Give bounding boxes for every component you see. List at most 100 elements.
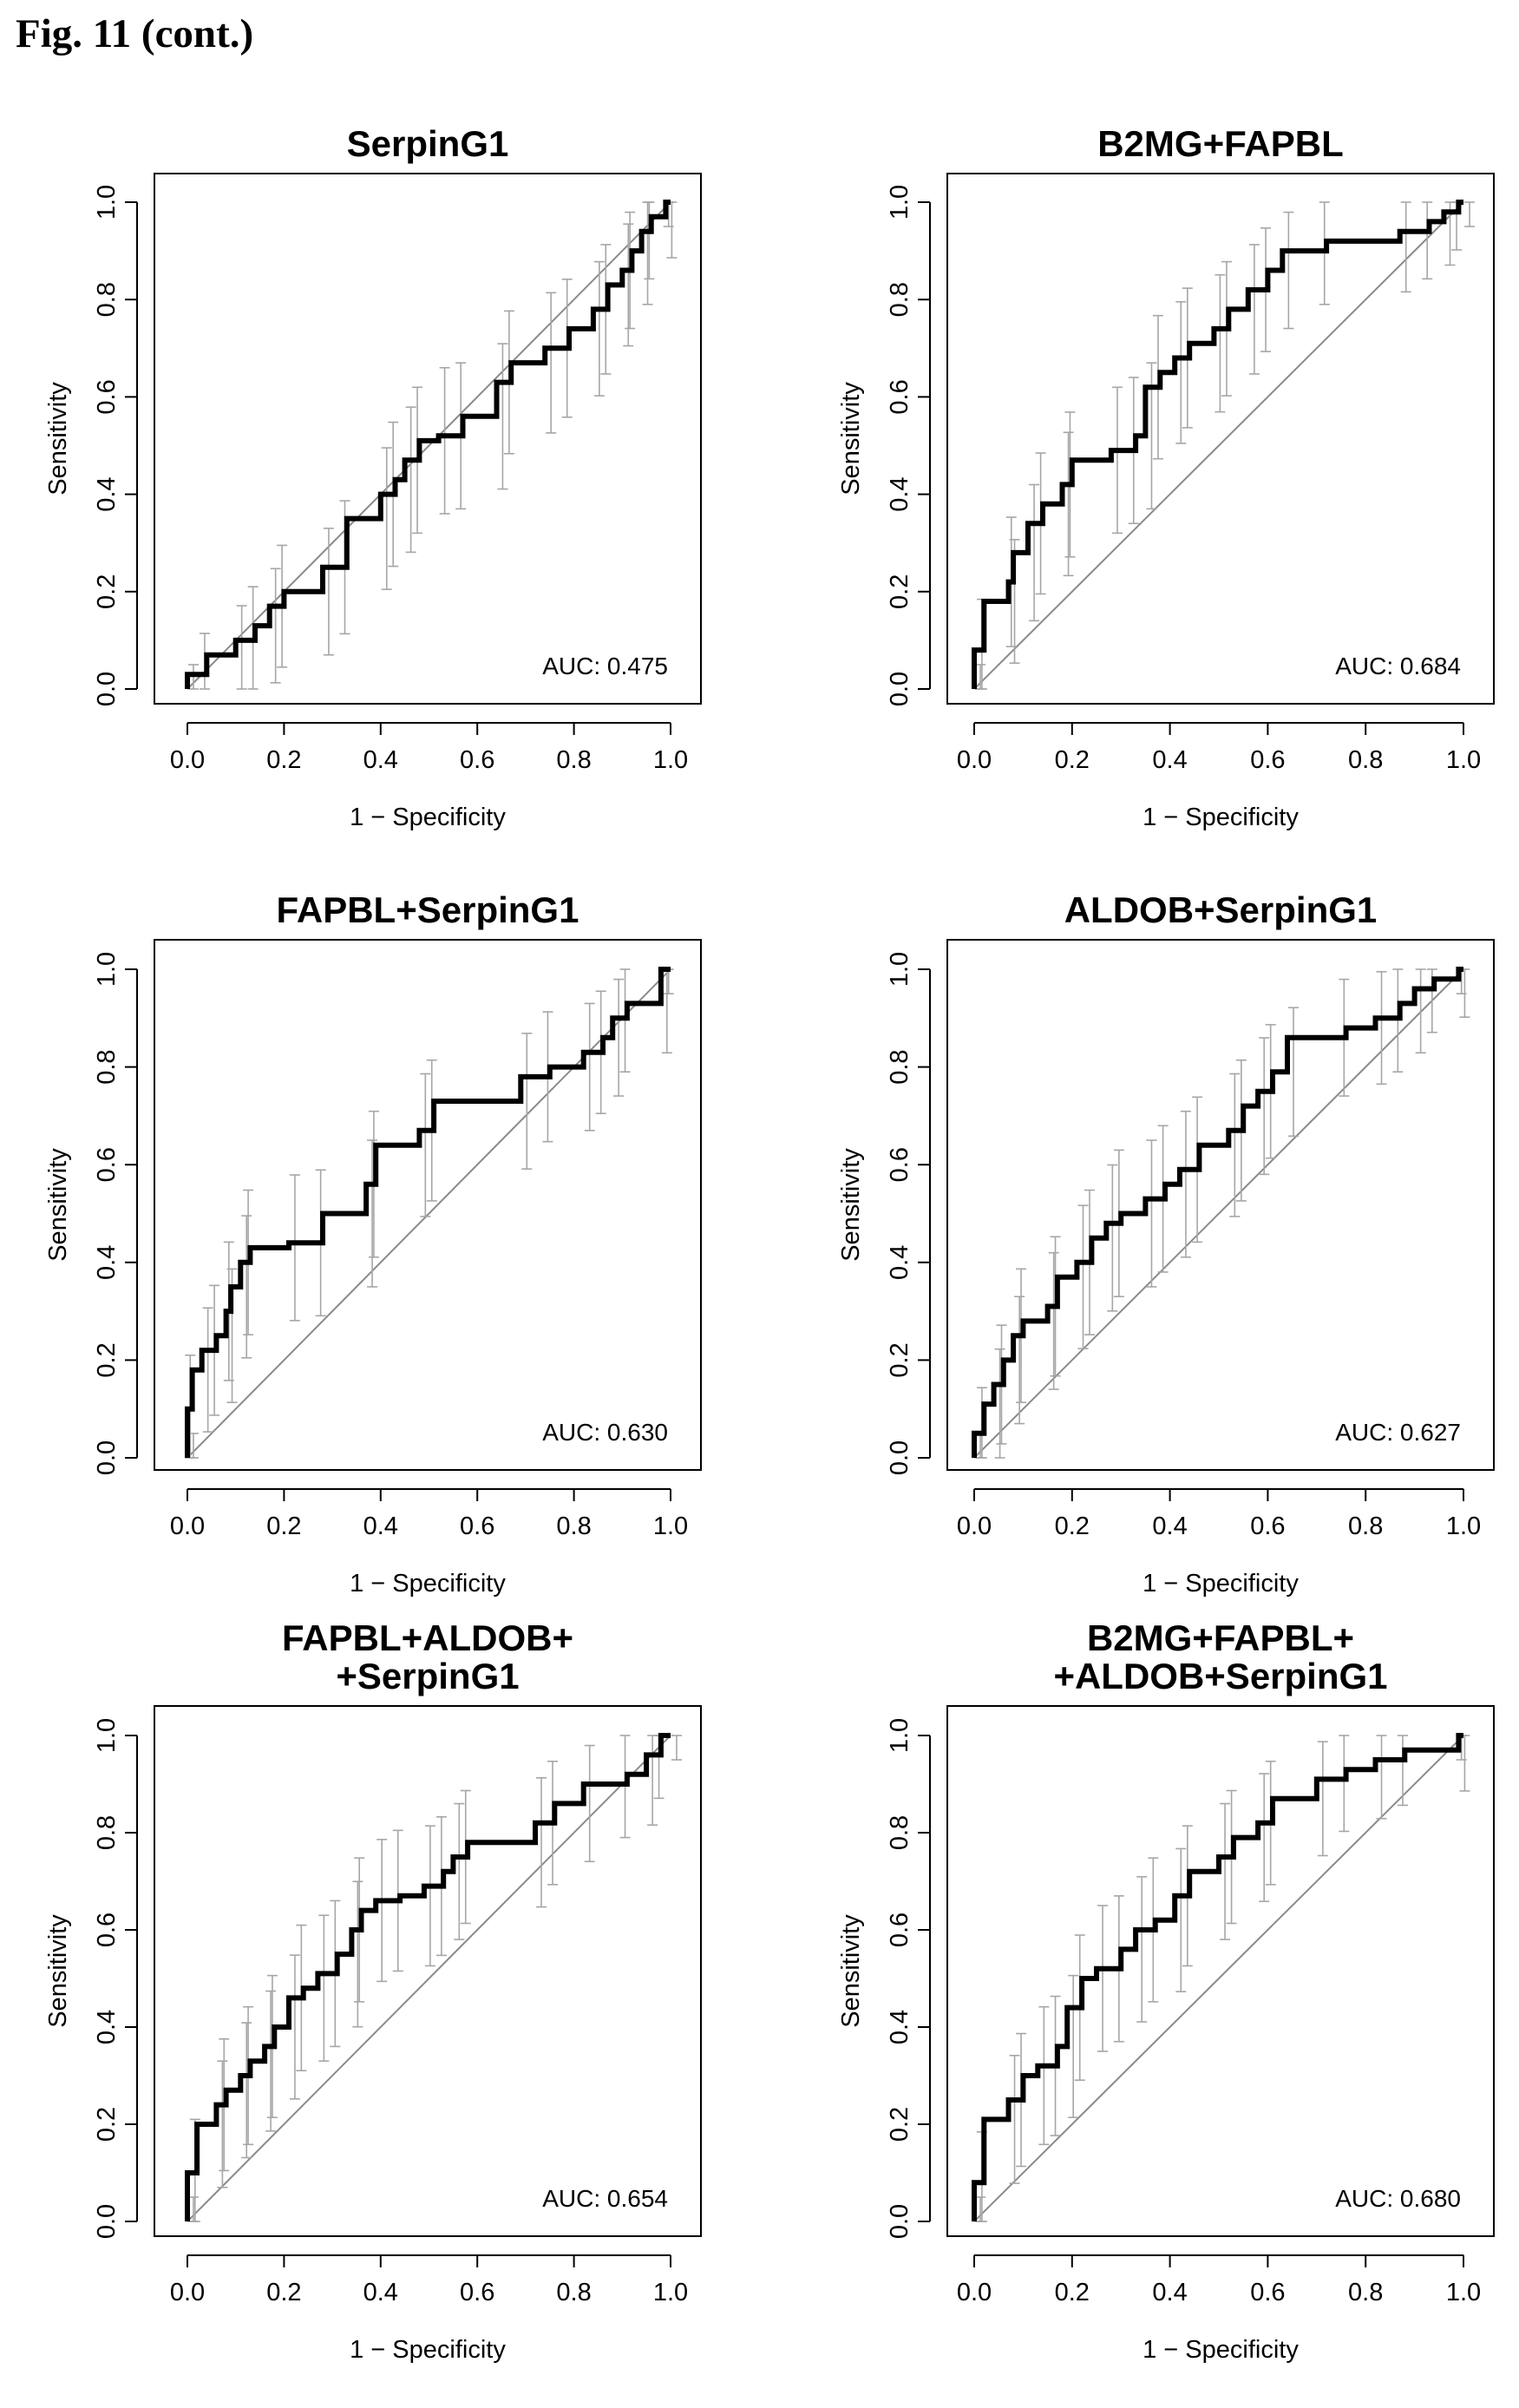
y-axis-label: Sensitivity — [837, 382, 865, 495]
x-tick-label: 0.8 — [556, 2279, 591, 2306]
x-tick-label: 0.8 — [1348, 2279, 1383, 2306]
roc-curve — [972, 1733, 1463, 2221]
y-tick-label: 1.0 — [886, 952, 913, 987]
x-tick-label: 0.8 — [556, 1512, 591, 1540]
x-tick-label: 1.0 — [653, 2279, 688, 2306]
auc-label: AUC: 0.630 — [542, 1419, 668, 1446]
chart-title: B2MG+FAPBL — [1097, 123, 1344, 164]
chart-title: SerpinG1 — [347, 123, 509, 164]
x-tick-label: 1.0 — [1446, 746, 1481, 774]
x-tick-label: 0.0 — [170, 1512, 205, 1540]
auc-label: AUC: 0.684 — [1335, 653, 1461, 679]
x-tick-label: 0.2 — [266, 1512, 301, 1540]
y-tick-label: 1.0 — [93, 952, 121, 987]
y-tick-label: 0.8 — [886, 1049, 913, 1084]
x-tick-label: 0.6 — [1250, 746, 1285, 774]
y-tick-label: 1.0 — [886, 1718, 913, 1753]
chance-diagonal — [187, 1735, 671, 2222]
x-tick-label: 0.2 — [1055, 1512, 1090, 1540]
x-axis-label: 1 − Specificity — [1143, 804, 1299, 831]
x-axis-label: 1 − Specificity — [350, 1570, 506, 1598]
x-tick-label: 0.6 — [460, 1512, 494, 1540]
x-tick-label: 0.4 — [1152, 1512, 1187, 1540]
y-tick-label: 0.8 — [886, 1815, 913, 1850]
x-tick-label: 0.2 — [266, 2279, 301, 2306]
x-tick-label: 0.6 — [1250, 1512, 1285, 1540]
chart-title: B2MG+FAPBL+ — [1087, 1617, 1354, 1658]
auc-label: AUC: 0.654 — [542, 2185, 668, 2212]
x-tick-label: 1.0 — [1446, 1512, 1481, 1540]
y-tick-label: 0.6 — [93, 1913, 121, 1947]
chart-title: FAPBL+ALDOB+ — [282, 1617, 573, 1658]
y-tick-label: 0.2 — [93, 574, 121, 609]
chart-title: FAPBL+SerpinG1 — [277, 889, 579, 930]
y-tick-label: 1.0 — [93, 1718, 121, 1753]
chart-title: ALDOB+SerpinG1 — [1064, 889, 1378, 930]
roc-curve — [185, 1733, 671, 2221]
plot-frame — [946, 173, 1495, 705]
x-tick-label: 0.6 — [460, 2279, 494, 2306]
chance-diagonal — [973, 201, 1464, 690]
x-tick-label: 0.4 — [363, 2279, 398, 2306]
y-tick-label: 0.4 — [886, 1245, 913, 1280]
roc-curve — [185, 200, 671, 689]
chart-title: +SerpinG1 — [336, 1656, 519, 1696]
y-tick-label: 1.0 — [886, 185, 913, 220]
y-tick-label: 0.0 — [93, 672, 121, 706]
y-tick-label: 0.2 — [886, 574, 913, 609]
y-tick-label: 0.4 — [886, 2010, 913, 2044]
y-tick-label: 0.6 — [886, 1147, 913, 1182]
chance-diagonal — [187, 968, 671, 1459]
y-tick-label: 0.8 — [93, 1815, 121, 1850]
x-tick-label: 0.6 — [1250, 2279, 1285, 2306]
roc-curve — [972, 967, 1463, 1458]
roc-panel-5: FAPBL+ALDOB++SerpinG1 0.0 0.2 0.4 0.6 0.8 1.0 1… — [44, 1617, 702, 2364]
y-tick-label: 0.4 — [93, 476, 121, 511]
y-tick-label: 0.2 — [93, 2107, 121, 2142]
x-tick-label: 0.8 — [556, 746, 591, 774]
y-axis-label: Sensitivity — [44, 382, 72, 495]
roc-curve — [185, 967, 671, 1458]
auc-label: AUC: 0.627 — [1335, 1419, 1461, 1446]
y-tick-label: 0.8 — [886, 282, 913, 317]
plot-frame — [154, 939, 702, 1471]
x-tick-label: 0.4 — [1152, 2279, 1187, 2306]
x-tick-label: 0.0 — [957, 746, 992, 774]
x-tick-label: 0.2 — [1055, 746, 1090, 774]
chart-title: +ALDOB+SerpinG1 — [1053, 1656, 1387, 1696]
x-tick-label: 0.0 — [957, 1512, 992, 1540]
y-tick-label: 0.8 — [93, 1049, 121, 1084]
y-tick-label: 0.6 — [93, 1147, 121, 1182]
x-tick-label: 0.8 — [1348, 746, 1383, 774]
x-axis-label: 1 − Specificity — [1143, 2336, 1299, 2364]
y-tick-label: 0.6 — [886, 1913, 913, 1947]
y-axis-label: Sensitivity — [44, 1914, 72, 2028]
roc-curve — [972, 200, 1463, 689]
auc-label: AUC: 0.475 — [542, 653, 668, 679]
x-axis-label: 1 − Specificity — [350, 804, 506, 831]
y-tick-label: 0.2 — [93, 1342, 121, 1377]
y-tick-label: 0.6 — [93, 379, 121, 414]
x-tick-label: 1.0 — [653, 746, 688, 774]
y-tick-label: 0.0 — [886, 672, 913, 706]
y-axis-label: Sensitivity — [837, 1148, 865, 1262]
x-tick-label: 0.4 — [363, 746, 398, 774]
y-tick-label: 0.0 — [93, 1440, 121, 1475]
chance-diagonal — [187, 201, 671, 690]
x-tick-label: 0.4 — [363, 1512, 398, 1540]
x-tick-label: 0.0 — [170, 2279, 205, 2306]
y-tick-label: 0.4 — [93, 2010, 121, 2044]
y-tick-label: 0.4 — [886, 476, 913, 511]
chance-diagonal — [973, 968, 1464, 1459]
plot-frame — [154, 1705, 702, 2237]
chance-diagonal — [973, 1735, 1464, 2222]
x-tick-label: 0.0 — [170, 746, 205, 774]
roc-panel-2: B2MG+FAPBL 0.0 0.2 0.4 0.6 0.8 1.0 1 − Specific… — [837, 123, 1495, 831]
y-axis-label: Sensitivity — [837, 1914, 865, 2028]
x-tick-label: 0.8 — [1348, 1512, 1383, 1540]
figure-label: Fig. 11 (cont.) — [16, 11, 254, 56]
y-tick-label: 0.4 — [93, 1245, 121, 1280]
roc-panel-6: B2MG+FAPBL++ALDOB+SerpinG1 0.0 0.2 0.4 0.6 0.… — [837, 1617, 1495, 2364]
y-tick-label: 0.8 — [93, 282, 121, 317]
